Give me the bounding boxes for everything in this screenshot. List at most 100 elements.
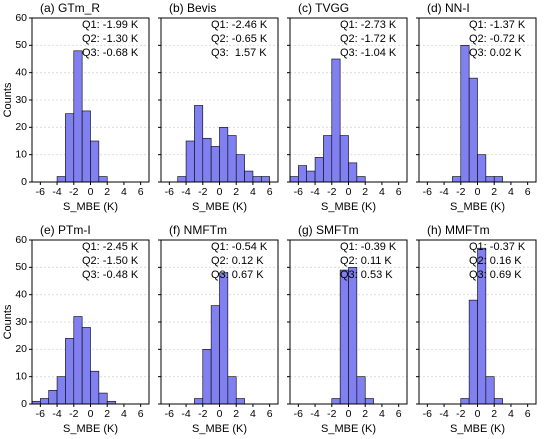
x-tick-label: -4 [310, 186, 319, 198]
x-axis-label: S_MBE (K) [192, 201, 247, 213]
x-tick-label: 0 [346, 186, 352, 198]
bar [81, 327, 91, 405]
plot-frame [160, 239, 279, 405]
x-axis-label: S_MBE (K) [450, 201, 505, 213]
bar [452, 176, 462, 183]
panel: -6 -4 -2 0 2 4 6 (h) MMFTm Q1: -0.37 K Q2: 0.16 K… [416, 223, 537, 435]
x-tick-label: 4 [250, 186, 256, 198]
bar [73, 316, 83, 405]
x-tick-label: -2 [327, 408, 336, 420]
bar [177, 176, 187, 183]
bar [194, 398, 204, 405]
plot-frame [418, 17, 537, 183]
x-tick-label: -4 [439, 408, 448, 420]
x-axis-label: S_MBE (K) [63, 423, 118, 435]
x-tick-label: -4 [52, 408, 61, 420]
annotation: Q3: -1.04 K [340, 47, 397, 59]
bar [227, 135, 237, 183]
x-axis-label: S_MBE (K) [63, 201, 118, 213]
bar [298, 165, 308, 183]
x-tick-label: -6 [423, 408, 432, 420]
bar [331, 58, 341, 183]
annotation: Q1: -0.39 K [340, 241, 397, 253]
bar [210, 146, 220, 183]
plot-frame [289, 17, 408, 183]
bar [260, 176, 270, 183]
bar [90, 140, 100, 183]
y-tick-label: 0 [21, 398, 27, 410]
bar [314, 157, 324, 183]
panel: -6 -4 -2 0 2 4 6 (d) NN-I Q1: -1.37 K Q2: -0.72 K… [416, 1, 537, 213]
y-axis-label: Counts [2, 82, 14, 117]
x-tick-label: 2 [491, 186, 497, 198]
x-axis-label: S_MBE (K) [450, 423, 505, 435]
bar [468, 299, 478, 405]
bar [227, 376, 237, 405]
x-tick-label: 6 [138, 408, 144, 420]
annotation: Q2: -0.72 K [469, 33, 526, 45]
y-axis-label: Counts [2, 304, 14, 339]
bar [81, 110, 91, 183]
y-tick-label: 10 [15, 148, 27, 160]
panel: -6 -4 -2 0 2 4 6 (c) TVGG Q1: -2.73 K Q2: -1.72 K… [287, 1, 408, 213]
annotation: Q3: -0.48 K [82, 269, 139, 281]
x-tick-label: 2 [362, 408, 368, 420]
annotation: Q2: 0.16 K [469, 255, 522, 267]
y-tick-label: 30 [15, 94, 27, 106]
x-tick-label: 6 [396, 408, 402, 420]
panel: -6 -4 -2 0 2 4 6 (g) SMFTm Q1: -0.39 K Q2: 0.11 K… [287, 223, 408, 435]
plot-frame [31, 239, 150, 405]
plot-frame [418, 239, 537, 405]
panel-title: (c) TVGG [298, 1, 349, 15]
bar [65, 113, 75, 183]
plot-frame [289, 239, 408, 405]
x-tick-label: -4 [181, 408, 190, 420]
x-tick-label: -6 [165, 186, 174, 198]
bar [468, 77, 478, 183]
x-tick-label: 2 [233, 408, 239, 420]
annotation: Q2: -0.65 K [211, 33, 268, 45]
bar [73, 50, 83, 183]
x-tick-label: 4 [379, 186, 385, 198]
panel-title: (b) Bevis [169, 1, 216, 15]
bar [356, 376, 366, 405]
bar [40, 398, 50, 405]
annotation: Q3: 0.53 K [340, 269, 393, 281]
x-tick-label: 0 [88, 186, 94, 198]
y-tick-label: 60 [15, 12, 27, 24]
panel: -6 -4 -2 0 2 4 6 (b) Bevis Q1: -2.46 K Q2: -0.65 … [158, 1, 279, 213]
panel-title: (f) NMFTm [169, 223, 227, 237]
annotation: Q2: 0.11 K [340, 255, 392, 267]
annotation: Q1: -1.99 K [82, 19, 139, 31]
y-tick-label: 50 [15, 39, 27, 51]
x-tick-label: 6 [396, 186, 402, 198]
annotation: Q1: -2.73 K [340, 19, 397, 31]
panel-title: (e) PTm-I [40, 223, 91, 237]
bar [185, 140, 195, 183]
x-tick-label: 2 [362, 186, 368, 198]
bar [477, 154, 487, 183]
y-tick-label: 30 [15, 316, 27, 328]
x-tick-label: 4 [121, 408, 127, 420]
x-tick-label: 0 [217, 186, 223, 198]
bar [323, 135, 333, 183]
x-tick-label: -6 [423, 186, 432, 198]
bar [202, 349, 212, 405]
x-tick-label: 2 [104, 408, 110, 420]
panel: -6 -4 -2 0 2 4 6 (f) NMFTm Q1: -0.54 K Q2: 0.12 K… [158, 223, 279, 435]
bar [356, 176, 366, 183]
bar [339, 135, 349, 183]
x-tick-label: -2 [69, 408, 78, 420]
bar [364, 398, 374, 405]
x-tick-label: 6 [267, 408, 273, 420]
annotation: Q2: -1.30 K [82, 33, 139, 45]
x-axis-label: S_MBE (K) [321, 423, 376, 435]
x-tick-label: -4 [52, 186, 61, 198]
x-tick-label: 2 [233, 186, 239, 198]
bar [194, 105, 204, 183]
x-tick-label: -6 [36, 186, 45, 198]
x-tick-label: -4 [310, 408, 319, 420]
annotation: Q3: -0.68 K [82, 47, 139, 59]
bar [98, 392, 108, 405]
